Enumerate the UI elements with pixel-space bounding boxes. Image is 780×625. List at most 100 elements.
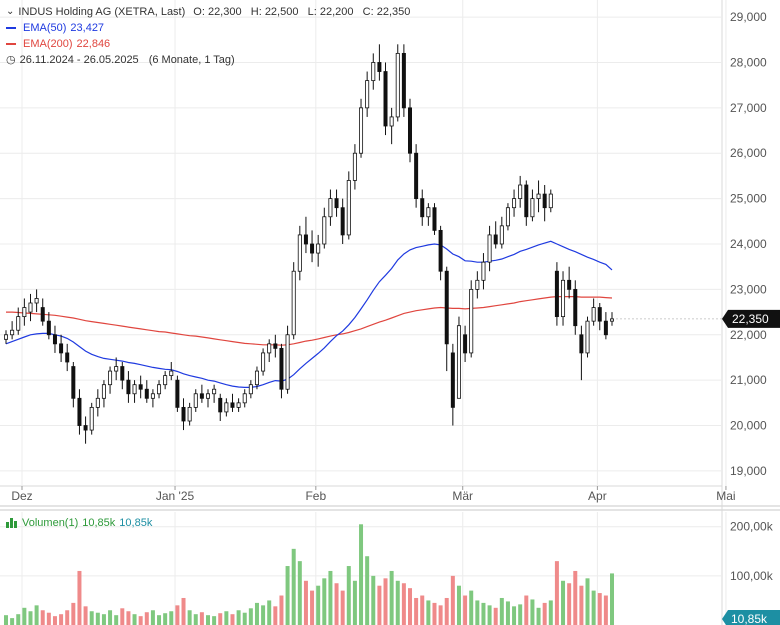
volume-bar	[46, 612, 51, 625]
candle-body	[285, 334, 290, 390]
candle-body	[530, 198, 535, 218]
volume-bar	[438, 605, 443, 625]
volume-bar	[567, 583, 572, 625]
candle-body	[548, 193, 553, 209]
volume-bar	[389, 570, 394, 625]
candle-body	[603, 320, 608, 336]
axes: 29,000 28,000 27,000 26,000 25,000 24,000 23,0…	[11, 10, 780, 625]
volume-bar	[444, 597, 449, 625]
candle-body	[16, 316, 21, 331]
candle-body	[10, 329, 15, 336]
candle-body	[340, 207, 345, 236]
candle-body	[297, 234, 302, 272]
ema200-legend[interactable]: EMA(200) 22,846	[6, 36, 110, 52]
candle-body	[126, 379, 131, 395]
candle-body	[597, 307, 602, 322]
y-tick-label: 21,000	[730, 373, 767, 387]
candle-body	[383, 71, 388, 127]
ema200-value: 22,846	[76, 38, 111, 50]
volume-bar	[120, 608, 125, 625]
volume-bar	[199, 612, 204, 625]
volume-value-secondary: 10,85k	[119, 517, 153, 529]
candle-body	[377, 62, 382, 72]
volume-bar	[71, 602, 76, 625]
volume-bar	[138, 616, 143, 625]
candle-body	[291, 270, 296, 336]
volume-bar	[352, 580, 357, 625]
volume-bar	[163, 613, 168, 625]
candle-body	[187, 406, 192, 422]
candle-body	[407, 107, 412, 154]
x-tick-label: Feb	[305, 489, 326, 503]
volume-bar	[456, 585, 461, 625]
candle-body	[505, 207, 510, 227]
volume-bar	[310, 590, 315, 625]
candle-body	[518, 184, 523, 200]
volume-bar	[181, 597, 186, 625]
candle-body	[310, 243, 315, 254]
current-volume-badge	[722, 610, 780, 625]
volume-bar	[28, 611, 33, 625]
candle-body	[273, 343, 278, 349]
candle-body	[591, 307, 596, 322]
candle-body	[77, 397, 82, 426]
candle-body	[567, 279, 572, 290]
volume-bar	[505, 601, 510, 625]
candle-body	[365, 80, 370, 109]
collapse-chevron-icon[interactable]: ⌄	[6, 6, 15, 17]
candle-body	[450, 352, 455, 408]
volume-bar	[597, 593, 602, 625]
candle-body	[352, 152, 357, 181]
candle-body	[420, 198, 425, 218]
volume-legend[interactable]: Volumen(1) 10,85k 10,85k	[6, 515, 152, 531]
clock-icon: ◷	[6, 54, 16, 66]
candle-body	[65, 352, 70, 363]
volume-bar	[401, 583, 406, 625]
volume-bar	[254, 602, 259, 625]
volume-bar	[610, 573, 614, 625]
volume-bar	[328, 570, 333, 625]
volume-bar	[530, 599, 535, 625]
volume-bar	[303, 580, 308, 625]
current-price-badge	[722, 309, 780, 328]
volume-bar	[169, 611, 174, 625]
volume-bar	[395, 580, 400, 625]
candle-body	[432, 207, 437, 231]
volume-bar	[426, 600, 431, 625]
volume-bar	[34, 605, 39, 625]
ema50-legend[interactable]: EMA(50) 23,427	[6, 20, 104, 36]
y-tick-label: 22,000	[730, 328, 767, 342]
candle-body	[610, 318, 615, 322]
candle-body	[218, 397, 223, 413]
candle-body	[561, 279, 566, 318]
candle-body	[138, 384, 143, 390]
volume-bar	[150, 610, 155, 625]
volume-bar	[512, 606, 517, 625]
candle-body	[120, 366, 125, 381]
volume-bar	[463, 595, 468, 625]
candle-body	[175, 379, 180, 408]
ema50-label: EMA(50)	[23, 22, 67, 34]
candle-body	[493, 234, 498, 245]
ema50-value: 23,427	[70, 22, 105, 34]
candle-body	[456, 325, 461, 399]
candle-body	[261, 352, 266, 372]
candle-body	[389, 116, 394, 127]
volume-bar	[89, 611, 94, 625]
volume-bar	[267, 600, 272, 625]
volume-bar	[573, 570, 578, 625]
volume-bar	[132, 614, 137, 625]
volume-bar	[144, 612, 149, 625]
date-range-text: 26.11.2024 - 26.05.2025	[19, 54, 139, 66]
ema200-series	[6, 296, 613, 346]
candle-body	[524, 184, 529, 218]
ema50-line	[5, 240, 613, 388]
candle-body	[499, 225, 504, 245]
candle-body	[46, 320, 51, 336]
volume-bar	[279, 595, 284, 625]
ema200-swatch	[6, 43, 16, 45]
candle-body	[199, 393, 204, 399]
volume-bar	[101, 614, 106, 625]
candle-body	[487, 234, 492, 263]
